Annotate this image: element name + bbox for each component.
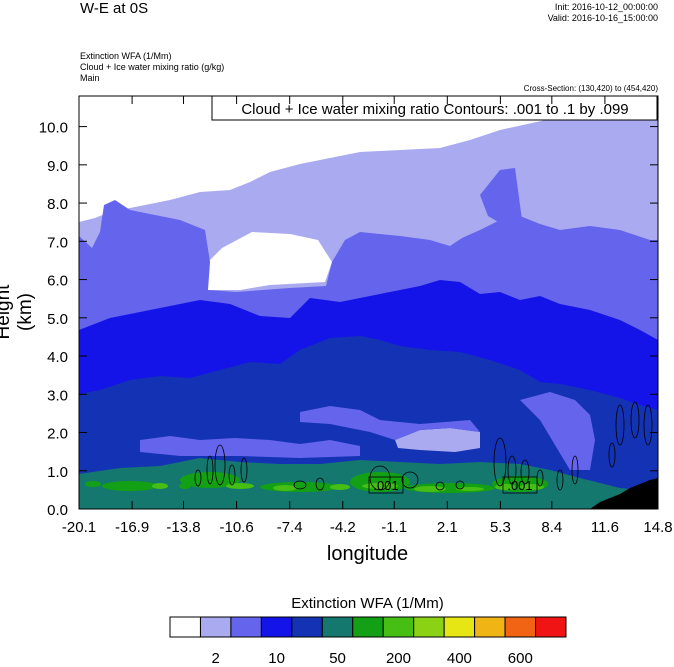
y-tick-label: 5.0 xyxy=(47,311,68,328)
colorbar-swatch xyxy=(382,616,415,638)
x-tick-label: 14.8 xyxy=(643,519,672,536)
colorbar-swatch xyxy=(321,616,354,638)
x-tick-label: 2.1 xyxy=(437,519,458,536)
contour-label: .001 xyxy=(373,478,398,493)
plot-frame xyxy=(78,95,659,510)
colorbar-swatch xyxy=(169,616,201,638)
contour-label: .001 xyxy=(507,478,532,493)
field-region-light-hole xyxy=(395,428,480,452)
y-tick-label: 6.0 xyxy=(47,273,68,290)
extinction-field xyxy=(79,96,658,509)
x-axis: -20.1 -16.9 -13.8 -10.6 -7.4 -4.2 -1.1 2.1 5.3 8.… xyxy=(62,96,673,536)
chart-title: W-E at 0S xyxy=(80,0,149,17)
contour-annotation: Cloud + Ice water mixing ratio Contours:… xyxy=(241,101,628,118)
y-tick-label: 2.0 xyxy=(47,426,68,443)
y-axis-label: Height (km) xyxy=(0,284,36,340)
x-tick-label: -1.1 xyxy=(381,519,407,536)
y-tick-label: 0.0 xyxy=(47,502,68,519)
field-region-light-hole xyxy=(140,436,360,458)
x-tick-label: 8.4 xyxy=(541,519,562,536)
x-tick-label: 11.6 xyxy=(591,519,619,536)
colorbar-swatch xyxy=(504,616,537,638)
field-region-light-hole xyxy=(520,392,595,470)
y-tick-label: 4.0 xyxy=(47,349,68,366)
y-tick-label: 7.0 xyxy=(47,234,68,251)
init-time: Init: 2016-10-12_00:00:00 xyxy=(554,2,658,12)
colorbar-swatch xyxy=(291,616,323,638)
colorbar-tick-label: 10 xyxy=(268,650,285,667)
colorbar-tick-label: 600 xyxy=(508,650,533,667)
colorbar-swatch xyxy=(535,616,567,638)
y-tick-label: 3.0 xyxy=(47,387,68,404)
x-tick-label: -13.8 xyxy=(166,519,200,536)
cross-section-label: Cross-Section: (130,420) to (454,420) xyxy=(523,84,658,93)
x-tick-label: -16.9 xyxy=(115,519,149,536)
colorbar-tick-label: 50 xyxy=(329,650,346,667)
x-axis-label: longitude xyxy=(326,543,409,565)
colorbar-tick-label: 400 xyxy=(447,650,472,667)
colorbar-swatch xyxy=(443,616,476,638)
colorbar-swatch xyxy=(260,616,293,638)
colorbar-title: Extinction WFA (1/Mm) xyxy=(291,595,444,612)
x-tick-label: -20.1 xyxy=(62,519,96,536)
field-region-light-hole xyxy=(300,406,480,440)
colorbar-swatch xyxy=(230,616,262,638)
y-axis: 0.0 1.0 2.0 3.0 4.0 5.0 6.0 7.0 8.0 9.0 10.0 xyxy=(39,120,658,519)
colorbar-swatch xyxy=(199,616,232,638)
cloud-ice-contours xyxy=(194,401,653,491)
contour-label-box xyxy=(502,476,538,494)
field-label-main: Main xyxy=(80,73,100,83)
field-region-medium-blue xyxy=(480,168,522,226)
field-label-cloud-ice: Cloud + Ice water mixing ratio (g/kg) xyxy=(80,62,225,72)
x-tick-label: -4.2 xyxy=(330,519,356,536)
colorbar-swatch xyxy=(474,616,506,638)
y-tick-label: 8.0 xyxy=(47,196,68,213)
colorbar: 2 10 50 200 400 600 xyxy=(169,616,567,667)
colorbar-tick-label: 2 xyxy=(212,650,220,667)
y-tick-label: 10.0 xyxy=(39,120,68,137)
colorbar-tick-label: 200 xyxy=(386,650,411,667)
colorbar-swatch xyxy=(413,616,445,638)
field-region-white xyxy=(208,232,332,290)
x-tick-label: 5.3 xyxy=(490,519,511,536)
terrain xyxy=(590,478,658,509)
contour-label-box xyxy=(368,476,404,494)
y-tick-label: 1.0 xyxy=(47,464,68,481)
x-tick-label: -10.6 xyxy=(220,519,254,536)
colorbar-swatch xyxy=(352,616,384,638)
field-label-extinction: Extinction WFA (1/Mm) xyxy=(80,51,172,61)
y-tick-label: 9.0 xyxy=(47,158,68,175)
valid-time: Valid: 2016-10-16_15:00:00 xyxy=(547,13,658,23)
field-region-white xyxy=(79,96,658,222)
x-tick-label: -7.4 xyxy=(277,519,303,536)
field-region-light-green xyxy=(152,483,544,492)
